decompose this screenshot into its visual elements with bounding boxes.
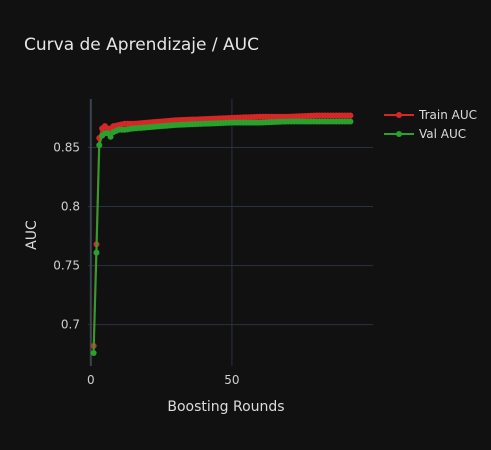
data-point (90, 350, 97, 356)
y-tick-label: 0.7 (61, 318, 80, 332)
legend-label-val: Val AUC (419, 127, 466, 141)
y-tick-label: 0.85 (53, 140, 80, 154)
y-tick-label: 0.8 (61, 200, 80, 214)
tick-layer: 0.7 0.75 0.8 0.85 0 50 (53, 140, 239, 387)
x-tick-label: 50 (224, 373, 239, 387)
legend-item-val[interactable]: Val AUC (384, 127, 466, 141)
x-tick-label: 0 (87, 373, 95, 387)
y-tick-label: 0.75 (53, 259, 80, 273)
data-point (96, 142, 103, 149)
data-point (93, 249, 100, 256)
y-axis-title: AUC (24, 220, 40, 250)
series-layer (90, 112, 354, 356)
data-point (347, 112, 354, 119)
series-train-auc (90, 112, 354, 349)
data-point (347, 118, 354, 125)
legend-item-train[interactable]: Train AUC (384, 108, 477, 122)
legend-marker-train (396, 112, 402, 118)
legend-marker-val (396, 131, 402, 137)
series-val-auc (90, 118, 354, 356)
legend-label-train: Train AUC (418, 108, 477, 122)
data-point (107, 133, 114, 140)
chart-title: Curva de Aprendizaje / AUC (24, 35, 259, 55)
x-axis-title: Boosting Rounds (167, 399, 284, 415)
legend[interactable]: Train AUC Val AUC (384, 108, 477, 141)
grid-layer (88, 99, 373, 366)
